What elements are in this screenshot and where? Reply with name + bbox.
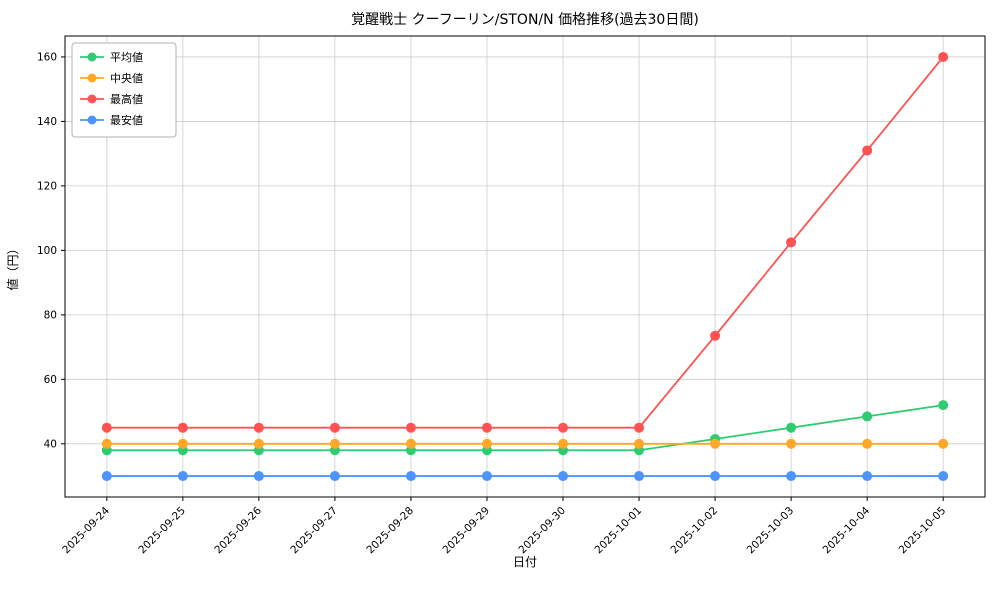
data-point-marker-max [634,422,645,433]
data-point-marker-median [329,438,340,449]
data-point-marker-median [405,438,416,449]
y-tick-label: 140 [37,116,57,128]
data-point-marker-max [938,51,949,62]
data-point-marker-median [862,438,873,449]
legend-box [71,42,177,138]
data-point-marker-min [405,471,416,482]
data-point-marker-max [786,237,797,248]
y-axis-label: 値（円） [5,242,20,290]
data-point-marker-min [177,471,188,482]
data-point-marker-median [710,438,721,449]
data-point-marker-min [558,471,569,482]
data-point-marker-max [710,330,721,341]
data-point-marker-min [101,471,112,482]
legend-label-average: 平均値 [110,51,143,64]
data-point-marker-median [786,438,797,449]
data-point-marker-max [862,145,873,156]
data-point-marker-min [938,471,949,482]
series-line-average [105,404,945,452]
y-tick-label: 120 [37,180,57,192]
legend-label-median: 中央値 [110,72,143,85]
series-min [101,471,949,482]
data-point-marker-max [558,422,569,433]
x-axis-label: 日付 [513,555,537,569]
data-point-marker-median [101,438,112,449]
data-point-marker-median [177,438,188,449]
grid [65,36,985,497]
data-point-marker-max [253,422,264,433]
data-point-marker-max [101,422,112,433]
y-tick-label: 80 [44,309,57,321]
data-point-marker-median [634,438,645,449]
legend-marker-median [87,73,97,83]
data-point-marker-min [710,471,721,482]
data-point-marker-median [938,438,949,449]
legend-marker-min [87,115,97,125]
data-point-marker-min [634,471,645,482]
data-point-marker-median [558,438,569,449]
series-median [101,438,949,449]
legend-label-min: 最安値 [110,113,143,127]
plot-area [65,36,985,497]
legend-marker-average [87,52,97,62]
data-point-marker-median [253,438,264,449]
data-point-marker-min [253,471,264,482]
data-point-marker-average [938,400,949,411]
y-tick-label: 60 [44,374,57,386]
y-tick-label: 160 [37,51,57,63]
data-point-marker-max [481,422,492,433]
data-point-marker-max [329,422,340,433]
data-point-marker-average [786,422,797,433]
data-point-marker-median [481,438,492,449]
series-line-max [105,56,945,429]
data-point-marker-min [862,471,873,482]
legend-label-max: 最高値 [110,92,143,106]
series-max [101,51,949,433]
data-point-marker-min [481,471,492,482]
data-point-marker-max [405,422,416,433]
y-tick-label: 100 [37,245,57,257]
data-point-marker-average [862,411,873,422]
y-tick-label: 40 [44,438,57,450]
chart-title: 覚醒戦士 クーフーリン/STON/N 価格推移(過去30日間) [351,12,699,28]
data-point-marker-max [177,422,188,433]
plot-border [64,35,986,498]
data-point-marker-min [786,471,797,482]
legend-marker-max [87,94,97,104]
y-axis: 40 60 80 100 120 140 160 [37,51,65,450]
data-point-marker-min [329,471,340,482]
